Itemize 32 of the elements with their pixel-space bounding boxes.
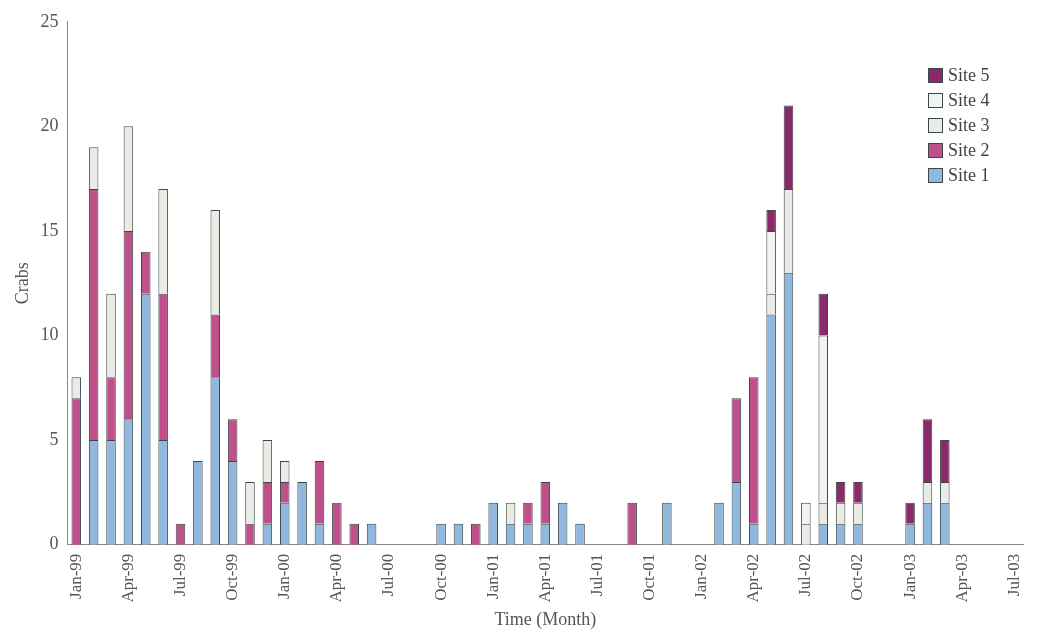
x-tick-label: Jan-01 <box>482 553 502 599</box>
x-tick-label: Jan-03 <box>899 553 919 599</box>
x-tick-label: Apr-01 <box>534 553 554 603</box>
legend-label: Site 5 <box>948 64 990 87</box>
y-axis-title: Crabs <box>11 262 32 305</box>
x-tick-label: Apr-99 <box>117 553 137 603</box>
x-axis-title: Time (Month) <box>494 608 597 630</box>
y-tick-label: 10 <box>40 324 59 345</box>
y-tick-label: 15 <box>40 219 59 240</box>
x-tick-label: Jul-99 <box>169 553 189 597</box>
y-tick-label: 20 <box>40 115 59 136</box>
x-tick-label: Apr-03 <box>951 553 971 603</box>
x-tick-label: Jan-02 <box>691 553 711 599</box>
x-tick-label: Oct-01 <box>638 553 658 601</box>
legend-label: Site 4 <box>948 89 990 112</box>
x-tick-label: Jan-99 <box>65 553 85 599</box>
x-tick-label: Apr-00 <box>326 553 346 603</box>
legend-label: Site 3 <box>948 114 990 137</box>
y-tick-label: 0 <box>49 533 59 554</box>
x-tick-label: Jul-00 <box>378 553 398 597</box>
x-tick-label: Oct-02 <box>847 553 867 601</box>
x-tick-label: Jul-02 <box>795 553 815 597</box>
x-tick-label: Apr-02 <box>743 553 763 603</box>
x-tick-label: Oct-99 <box>222 553 242 601</box>
legend-label: Site 1 <box>948 164 990 187</box>
x-tick-label: Jan-00 <box>274 553 294 599</box>
x-tick-label: Jul-01 <box>586 553 606 597</box>
x-tick-label: Oct-00 <box>430 553 450 601</box>
y-tick-label: 5 <box>49 428 59 449</box>
legend-label: Site 2 <box>948 139 990 162</box>
y-tick-label: 25 <box>40 10 59 31</box>
x-tick-label: Jul-03 <box>1003 553 1023 597</box>
